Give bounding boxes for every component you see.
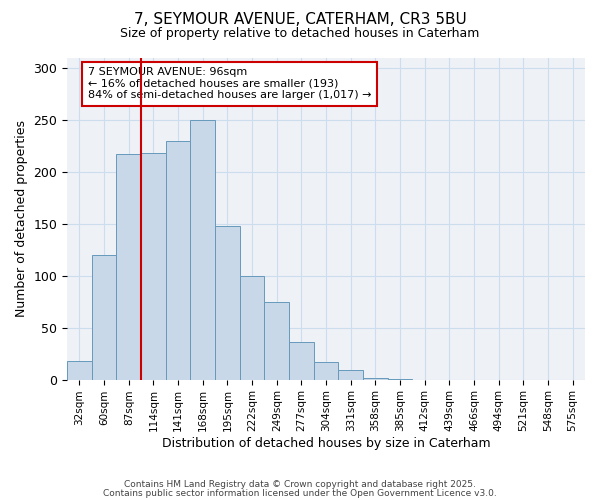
Bar	[215, 226, 240, 380]
Bar	[265, 302, 289, 380]
Bar	[166, 140, 190, 380]
Text: 7 SEYMOUR AVENUE: 96sqm
← 16% of detached houses are smaller (193)
84% of semi-d: 7 SEYMOUR AVENUE: 96sqm ← 16% of detache…	[88, 67, 371, 100]
Text: Contains HM Land Registry data © Crown copyright and database right 2025.: Contains HM Land Registry data © Crown c…	[124, 480, 476, 489]
Bar	[388, 378, 412, 380]
Bar	[92, 255, 116, 380]
Bar	[314, 362, 338, 380]
X-axis label: Distribution of detached houses by size in Caterham: Distribution of detached houses by size …	[162, 437, 490, 450]
Bar	[116, 154, 141, 380]
Text: Contains public sector information licensed under the Open Government Licence v3: Contains public sector information licen…	[103, 488, 497, 498]
Bar	[240, 276, 265, 380]
Text: Size of property relative to detached houses in Caterham: Size of property relative to detached ho…	[121, 28, 479, 40]
Bar	[141, 153, 166, 380]
Bar	[67, 361, 92, 380]
Bar	[190, 120, 215, 380]
Bar	[289, 342, 314, 380]
Text: 7, SEYMOUR AVENUE, CATERHAM, CR3 5BU: 7, SEYMOUR AVENUE, CATERHAM, CR3 5BU	[134, 12, 466, 28]
Bar	[363, 378, 388, 380]
Y-axis label: Number of detached properties: Number of detached properties	[15, 120, 28, 317]
Bar	[338, 370, 363, 380]
